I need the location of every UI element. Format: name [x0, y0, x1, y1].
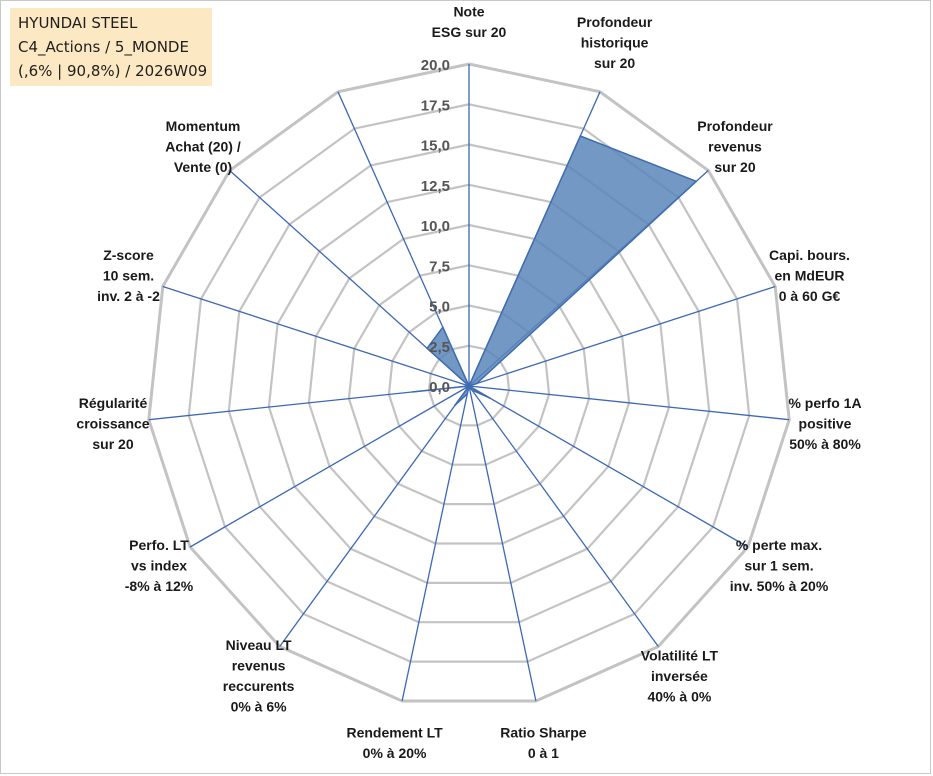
data-point: [471, 389, 473, 391]
axis-spoke: [162, 285, 470, 387]
axis-label: Profondeur revenus sur 20: [697, 118, 773, 175]
data-point: [466, 393, 469, 395]
radar-grid: [147, 62, 791, 703]
axis-spoke: [189, 385, 470, 548]
axis-label: Perfo. LT vs index -8% à 12%: [125, 537, 194, 594]
tick-label: 2,5: [429, 339, 450, 356]
company-name: HYUNDAI STEEL: [18, 14, 138, 32]
axis-label: Régularité croissance sur 20: [76, 395, 149, 452]
tick-label: 0,0: [429, 379, 450, 396]
axis-label: Rendement LT 0% à 20%: [346, 725, 443, 762]
grid-ring: [187, 103, 751, 663]
stats-line: (,6% | 90,8%) / 2026W09: [18, 62, 208, 80]
axis-spoke: [468, 385, 749, 548]
axis-spoke: [401, 385, 470, 702]
category-line: C4_Actions / 5_MONDE: [18, 38, 189, 56]
data-point: [475, 382, 478, 385]
tick-label: 10,0: [421, 218, 450, 235]
grid-ring: [227, 143, 711, 624]
axis-spoke: [279, 385, 470, 647]
grid-ring: [307, 223, 631, 545]
tick-label: 12,5: [421, 178, 450, 195]
axis-spoke: [468, 385, 659, 647]
grid-ring: [267, 183, 671, 585]
data-point: [442, 326, 444, 329]
data-point: [468, 385, 470, 387]
radar-series: [412, 135, 698, 407]
tick-label: 20,0: [421, 57, 450, 74]
axis-label: % perte max. sur 1 sem. inv. 50% à 20%: [730, 537, 829, 594]
axis-labels: Note ESG sur 20 Profondeur historique sur 20…: [76, 4, 861, 762]
axis-label: Capi. bours. en MdEUR 0 à 60 G€: [769, 247, 850, 304]
axis-spoke: [468, 385, 537, 702]
data-point: [489, 397, 491, 399]
info-box: HYUNDAI STEEL C4_Actions / 5_MONDE (,6% …: [10, 8, 212, 86]
axis-label: Volatilité LT inversée 40% à 0%: [641, 647, 719, 704]
axis-spoke: [468, 385, 790, 421]
radial-tick-labels: 0,0 2,5 5,0 7,5 10,0 12,5 15,0 17,5 20,0: [421, 57, 450, 396]
tick-label: 15,0: [421, 138, 450, 155]
axis-label: Profondeur historique sur 20: [577, 14, 653, 71]
tick-label: 17,5: [421, 97, 450, 114]
grid-ring: [427, 344, 511, 427]
data-point: [579, 135, 582, 137]
data-point: [412, 391, 414, 393]
axis-label: Momentum Achat (20) / Vente (0): [165, 118, 241, 175]
data-point: [426, 347, 428, 350]
axis-label: Niveau LT revenus reccurents 0% à 6%: [223, 637, 295, 715]
grid-ring: [387, 304, 551, 466]
tick-label: 7,5: [429, 258, 450, 275]
data-point: [454, 404, 456, 407]
axis-label: Note ESG sur 20: [432, 4, 507, 41]
series-area: [412, 135, 698, 407]
axis-spoke: [468, 285, 776, 387]
axis-label: Ratio Sharpe 0 à 1: [500, 725, 587, 762]
data-point: [695, 180, 698, 183]
grid-ring: [347, 264, 591, 506]
tick-label: 5,0: [429, 299, 450, 316]
axis-label: Z-score 10 sem. inv. 2 à -2: [97, 247, 160, 304]
axis-label: % perfo 1A positive 50% à 80%: [788, 395, 861, 452]
grid-ring: [147, 62, 791, 703]
